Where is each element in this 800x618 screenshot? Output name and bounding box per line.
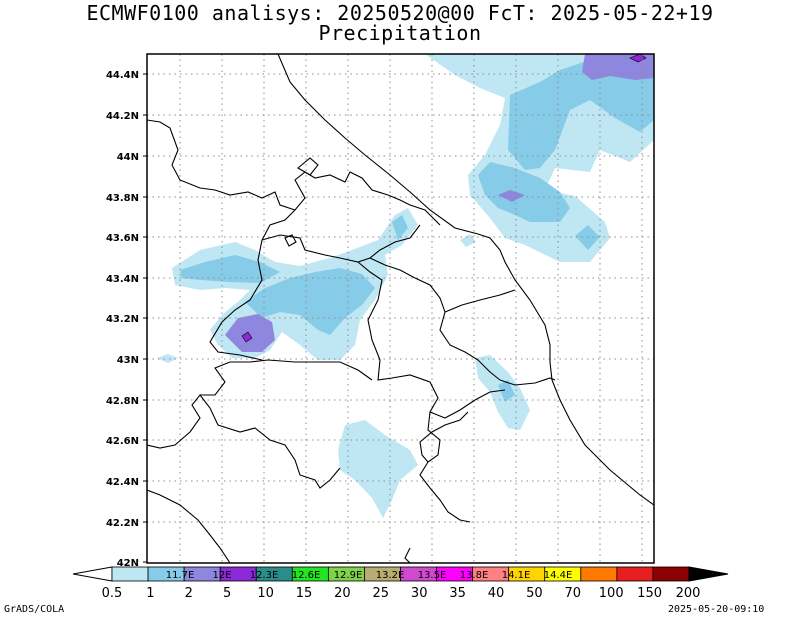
colorbar-arrow-left	[72, 566, 113, 582]
coastline-and-boundaries	[147, 54, 654, 563]
colorbar-label: 10	[257, 586, 274, 601]
colorbar-segment	[616, 566, 654, 582]
colorbar-arrow-right	[688, 566, 729, 582]
colorbar-longitude-label: 14.4E	[544, 570, 573, 581]
lat-label: 44N	[117, 152, 139, 163]
colorbar-inner-labels: 11.7E 12E 12.3E 12.6E 12.9E 13.2E 13.5E 13.8E 14…	[166, 570, 573, 581]
colorbar-label: 20	[334, 586, 351, 601]
colorbar-longitude-label: 12.6E	[292, 570, 321, 581]
colorbar: 11.7E 12E 12.3E 12.6E 12.9E 13.2E 13.5E 13.8E 14…	[72, 566, 729, 601]
colorbar-label: 70	[565, 586, 582, 601]
colorbar-label: 25	[373, 586, 390, 601]
region-boundary-southwest	[147, 489, 231, 563]
colorbar-segment	[111, 566, 149, 582]
colorbar-segment	[652, 566, 690, 582]
region-boundary-central-a	[209, 209, 296, 361]
precip-area-central-medium	[180, 255, 280, 283]
lat-label: 43.6N	[106, 233, 139, 244]
region-boundary-east	[499, 377, 556, 386]
precip-area-spot-light	[157, 354, 178, 363]
precip-area-central-medium-2	[245, 268, 375, 335]
precip-area-north-medium	[508, 58, 654, 170]
colorbar-label: 15	[296, 586, 313, 601]
colorbar-label: 50	[526, 586, 543, 601]
region-boundary-west	[147, 359, 373, 449]
lat-label: 42N	[117, 558, 139, 569]
colorbar-label: 35	[449, 586, 466, 601]
precip-area-central-lavender	[225, 314, 275, 352]
colorbar-longitude-label: 13.2E	[376, 570, 405, 581]
colorbar-segments	[111, 566, 690, 582]
region-boundary-south-a	[199, 394, 341, 489]
colorbar-label: 200	[676, 586, 701, 601]
colorbar-longitude-label: 13.5E	[418, 570, 447, 581]
coastline	[277, 54, 654, 506]
precip-area-northeast-lavender	[498, 190, 525, 202]
latitude-axis: 44.4N 44.2N 44N 43.8N 43.6N 43.4N 43.2N …	[106, 70, 147, 569]
colorbar-segment	[580, 566, 618, 582]
lat-label: 43.4N	[106, 274, 139, 285]
colorbar-label: 5	[223, 586, 231, 601]
colorbar-label: 2	[185, 586, 193, 601]
precip-area-northeast-medium	[478, 162, 570, 222]
lat-label: 42.2N	[106, 518, 139, 529]
colorbar-longitude-label: 13.8E	[460, 570, 489, 581]
region-boundary-south-b	[419, 411, 471, 523]
lat-label: 42.8N	[106, 396, 139, 407]
colorbar-label: 150	[637, 586, 662, 601]
precip-area-east-medium-2	[498, 380, 515, 402]
region-boundary-marche	[439, 311, 501, 381]
precipitation-shading	[157, 54, 654, 518]
title-line-1: ECMWF0100 analisys: 20250520@00 FcT: 202…	[86, 1, 714, 25]
map-frame	[146, 53, 655, 564]
title-line-2: Precipitation	[318, 21, 482, 45]
region-boundary-southeast	[419, 411, 469, 463]
colorbar-longitude-label: 12.3E	[250, 570, 279, 581]
region-boundary-south-c	[404, 547, 411, 563]
colorbar-label: 0.5	[102, 586, 123, 601]
colorbar-longitude-label: 14.1E	[502, 570, 531, 581]
colorbar-longitude-label: 11.7E	[166, 570, 195, 581]
region-boundary-inner	[369, 257, 516, 313]
lat-label: 44.2N	[106, 111, 139, 122]
region-boundary-enclave-a	[297, 157, 319, 176]
colorbar-longitude-label: 12.9E	[334, 570, 363, 581]
colorbar-label: 40	[488, 586, 505, 601]
colorbar-label: 30	[411, 586, 428, 601]
colorbar-labels: 0.5 1 2 5 10 15 20 25 30 35 40 50 70 100 150 200	[102, 586, 701, 601]
colorbar-longitude-label: 12E	[212, 570, 231, 581]
lat-label: 43.2N	[106, 314, 139, 325]
region-boundary-central-b	[261, 224, 421, 263]
footer-timestamp: 2025-05-20-09:10	[668, 604, 765, 615]
colorbar-label: 100	[599, 586, 624, 601]
precip-area-small-medium	[392, 215, 408, 240]
region-boundary-north	[147, 119, 441, 226]
lat-label: 42.6N	[106, 436, 139, 447]
region-boundary-enclave-b	[284, 234, 297, 247]
precip-area-south-light	[338, 420, 418, 518]
lat-label: 43N	[117, 355, 139, 366]
colorbar-label: 1	[146, 586, 154, 601]
lat-label: 43.8N	[106, 193, 139, 204]
region-boundary-central-c	[357, 261, 506, 419]
grid-lines	[147, 54, 654, 563]
lat-label: 42.4N	[106, 477, 139, 488]
precip-area-purple-1	[241, 331, 253, 343]
footer-credit: GrADS/COLA	[4, 604, 65, 615]
lat-label: 44.4N	[106, 70, 139, 81]
